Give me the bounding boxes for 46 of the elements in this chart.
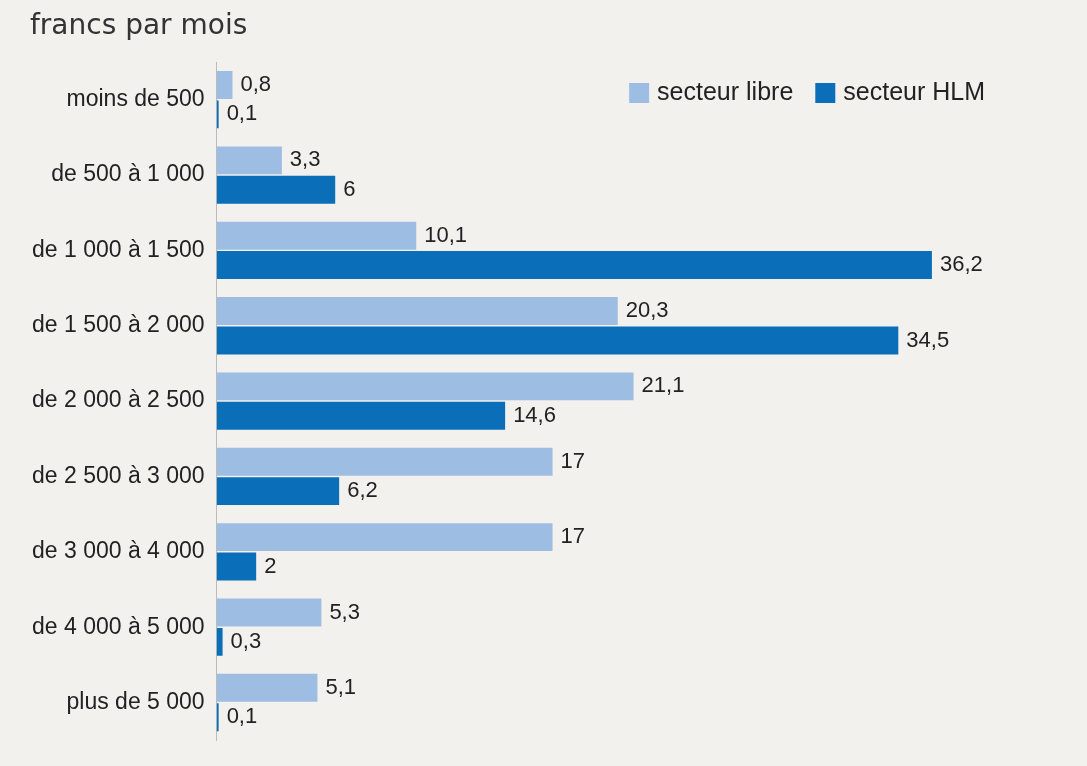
y-tick-label: de 1 500 à 2 000 — [31, 311, 205, 338]
data-label: 5,1 — [325, 673, 357, 699]
bar — [216, 447, 553, 476]
y-tick-label: de 4 000 à 5 000 — [31, 612, 205, 639]
y-tick-label: de 500 à 1 000 — [51, 160, 205, 187]
bar — [216, 523, 553, 552]
legend-label: secteur HLM — [843, 76, 986, 105]
data-label: 36,2 — [939, 251, 983, 277]
bar — [216, 175, 336, 204]
data-label: 21,1 — [641, 372, 685, 398]
data-label: 17 — [560, 523, 586, 549]
data-label: 2 — [264, 552, 277, 578]
y-tick-label: de 2 000 à 2 500 — [31, 386, 205, 413]
bar — [216, 71, 233, 99]
data-label: 5,3 — [329, 598, 360, 624]
data-label: 17 — [560, 447, 586, 473]
y-tick-label: moins de 500 — [66, 85, 205, 112]
bar — [216, 221, 417, 250]
data-label: 3,3 — [289, 146, 321, 172]
bar — [216, 598, 322, 627]
y-tick-label: de 2 500 à 3 000 — [31, 461, 205, 488]
bar — [216, 146, 282, 175]
data-label: 6 — [343, 175, 356, 201]
y-tick-label: de 1 000 à 1 500 — [31, 235, 205, 262]
bar — [216, 673, 318, 702]
bar — [216, 297, 618, 326]
bar — [216, 401, 506, 430]
data-label: 0,8 — [240, 71, 272, 97]
bar — [216, 372, 634, 401]
y-tick-label: de 3 000 à 4 000 — [31, 537, 205, 564]
data-label: 0,1 — [226, 703, 258, 729]
bar — [216, 326, 899, 355]
bar — [216, 627, 223, 656]
bar — [216, 477, 340, 506]
chart-title: francs par mois — [30, 8, 248, 41]
bar — [216, 251, 932, 280]
y-tick-label: plus de 5 000 — [66, 687, 205, 714]
data-label: 0,3 — [230, 627, 262, 653]
bar — [216, 552, 257, 581]
data-label: 0,1 — [226, 100, 258, 126]
data-label: 14,6 — [513, 401, 556, 427]
data-label: 34,5 — [906, 326, 950, 352]
legend-label: secteur libre — [657, 76, 794, 105]
data-label: 20,3 — [625, 297, 669, 323]
data-label: 6,2 — [347, 477, 378, 503]
data-label: 10,1 — [424, 221, 468, 247]
